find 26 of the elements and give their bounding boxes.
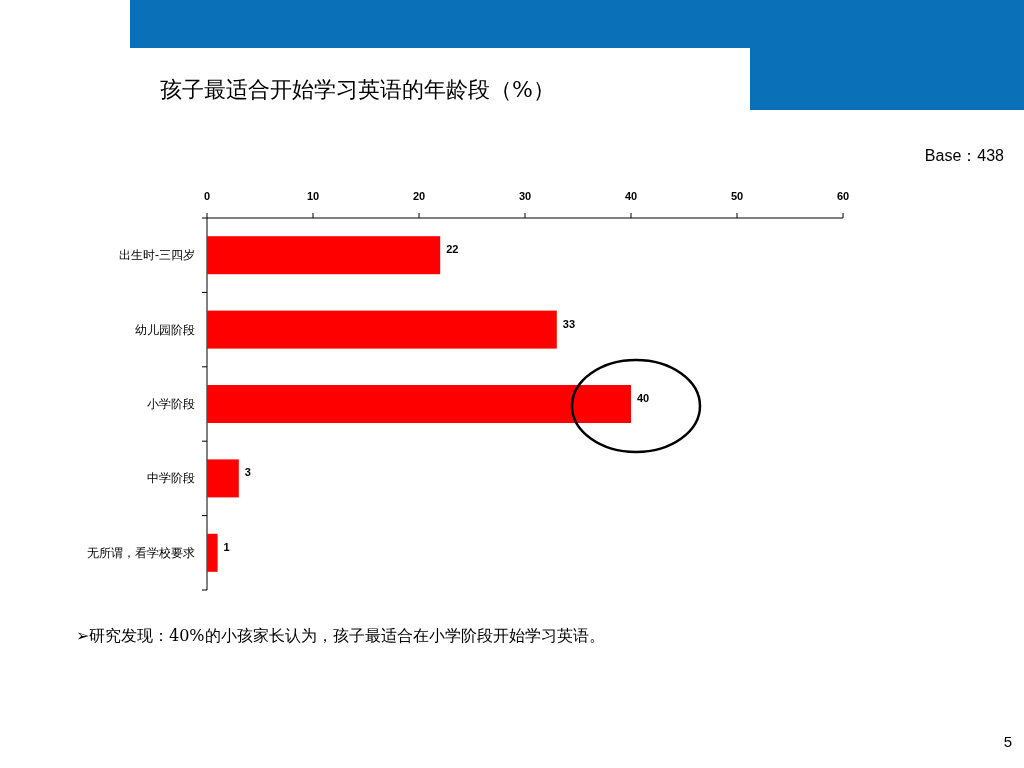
data-label: 40: [637, 392, 650, 404]
y-tick-label: 小学阶段: [147, 397, 195, 411]
data-label: 33: [562, 317, 576, 330]
bar: [207, 533, 218, 572]
chart-title: 孩子最适合开始学习英语的年龄段（%）: [160, 77, 555, 102]
x-tick-label: 60: [836, 190, 850, 202]
x-tick-label: 20: [412, 190, 426, 202]
bar: [207, 459, 239, 498]
y-tick-label: 中学阶段: [147, 471, 195, 486]
x-tick-label: 50: [730, 190, 744, 202]
y-tick-label: 幼儿园阶段: [135, 322, 195, 337]
bar: [207, 385, 631, 423]
text: 5: [1003, 733, 1012, 750]
x-tick-label: 30: [518, 190, 532, 202]
data-label: 22: [446, 243, 459, 256]
data-label: 3: [244, 466, 251, 479]
x-tick-label: 10: [306, 190, 320, 202]
y-tick-label: 无所谓，看学校要求: [87, 545, 195, 560]
y-tick-label: 出生时-三四岁: [119, 248, 195, 263]
bar: [207, 236, 441, 275]
x-tick-label: 0: [203, 190, 211, 202]
x-tick-label: 40: [624, 190, 638, 202]
data-label: 1: [223, 540, 230, 553]
bar: [207, 310, 557, 349]
text: Base：438: [924, 147, 1005, 164]
text: ➢研究发现：40%的小孩家长认为，孩子最适合在小学阶段开始学习英语。: [76, 626, 605, 645]
